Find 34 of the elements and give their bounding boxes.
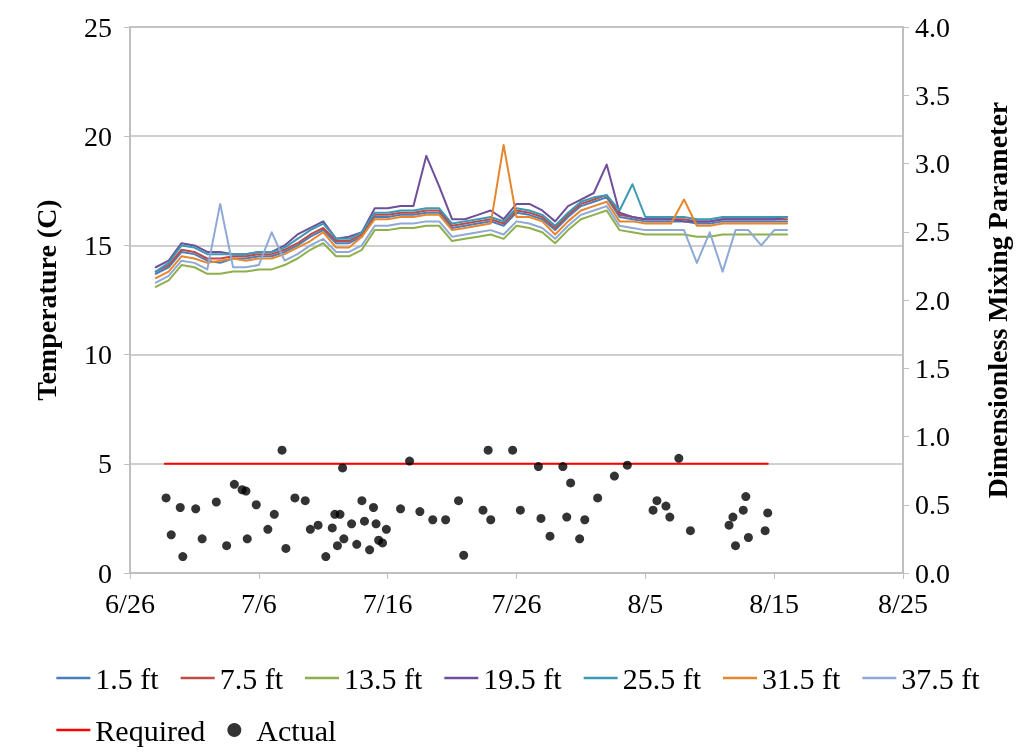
y2-tick-label: 3.5 [915, 79, 950, 111]
line-series [154, 143, 789, 280]
y2-tick-label: 0.0 [915, 557, 950, 589]
y2-tick-label: 3.0 [915, 148, 950, 179]
y2-tick-label: 1.0 [915, 421, 950, 452]
y-tick-label: 20 [84, 120, 112, 152]
y2-tick-label: 4.0 [915, 11, 950, 43]
y-tick-label: 25 [84, 11, 112, 43]
y-tick-label: 5 [98, 448, 112, 480]
y2-tick-label: 1.5 [915, 352, 950, 384]
x-tick-label: 7/26 [491, 587, 542, 619]
y-axis-title: Temperature (C) [30, 199, 62, 401]
legend-label: Required [95, 713, 206, 747]
y2-tick-label: 2.5 [915, 216, 950, 248]
legend-label: 25.5 ft [622, 661, 702, 695]
y2-tick-label: 2.0 [915, 284, 950, 316]
y2-tick-label: 0.5 [915, 489, 950, 521]
legend-label: Actual [256, 713, 337, 747]
x-tick-label: 7/6 [240, 587, 277, 619]
legend-label: 13.5 ft [344, 661, 423, 695]
legend-label: 31.5 ft [761, 661, 841, 695]
x-tick-label: 8/25 [878, 587, 928, 619]
x-tick-label: 7/16 [362, 587, 413, 619]
y-tick-label: 10 [84, 339, 112, 371]
y-tick-label: 15 [84, 229, 112, 261]
y2-axis-title: Dimensionless Mixing Parameter [981, 101, 1013, 499]
legend-label: 37.5 ft [901, 661, 981, 695]
legend-label: 19.5 ft [483, 661, 563, 695]
x-tick-label: 8/15 [749, 587, 800, 619]
y-tick-label: 0 [98, 557, 112, 589]
legend-label: 7.5 ft [219, 661, 284, 695]
x-tick-label: 6/26 [105, 587, 155, 619]
x-tick-label: 8/5 [627, 587, 664, 619]
legend-label: 1.5 ft [95, 661, 160, 695]
